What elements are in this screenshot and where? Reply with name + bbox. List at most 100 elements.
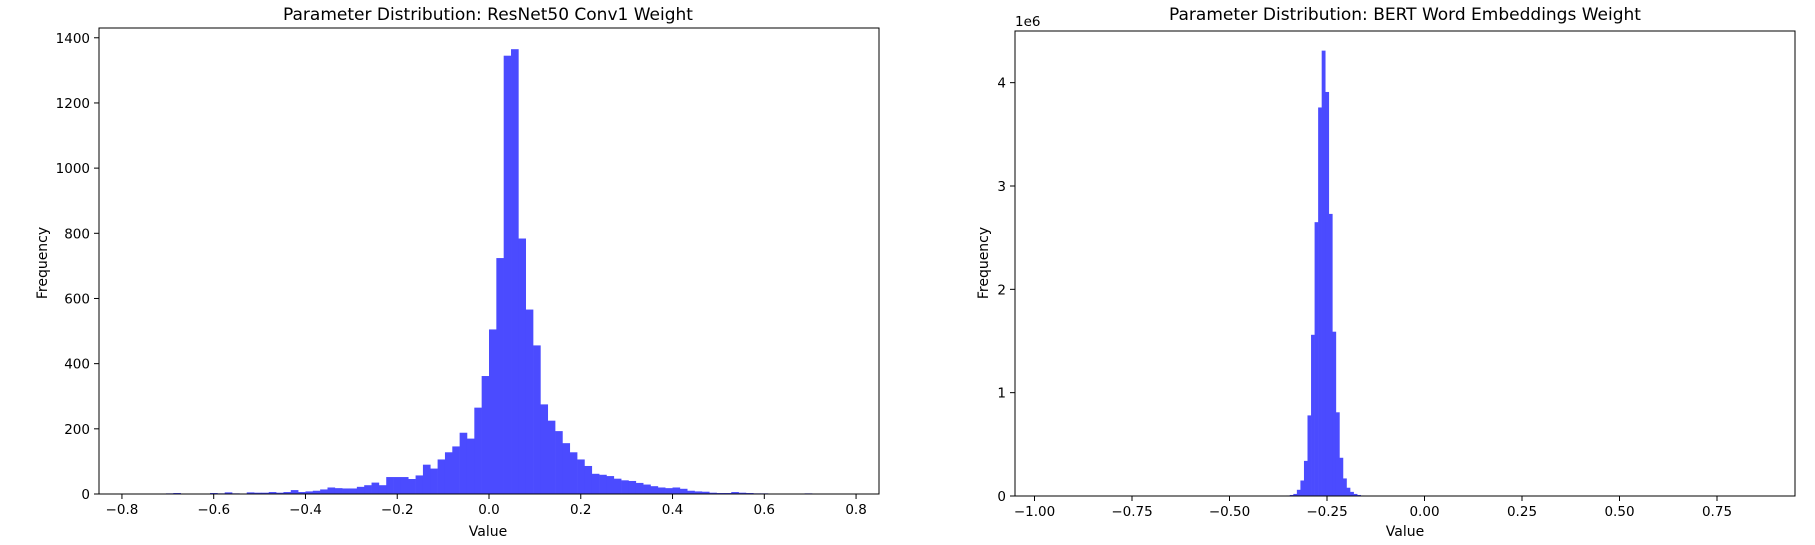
histogram-bar bbox=[466, 438, 475, 494]
histogram-bar bbox=[569, 452, 578, 494]
histogram-bar bbox=[422, 464, 431, 494]
histogram-bar bbox=[378, 485, 387, 494]
histogram-bar bbox=[246, 492, 255, 494]
histogram-bar bbox=[606, 476, 615, 494]
x-tick-label: 0.4 bbox=[662, 502, 683, 518]
histogram-bar bbox=[430, 468, 438, 494]
x-tick-label: −1.00 bbox=[1014, 504, 1055, 520]
histogram-bar bbox=[1318, 107, 1322, 496]
y-tick-label: 3 bbox=[997, 179, 1006, 195]
histogram-bar bbox=[540, 404, 549, 494]
histogram-bar bbox=[1350, 491, 1354, 496]
histogram-bar bbox=[1289, 494, 1294, 496]
histogram-bar bbox=[1296, 489, 1301, 496]
histogram-bar bbox=[628, 480, 637, 494]
chart-resnet50-conv1: Parameter Distribution: ResNet50 Conv1 W… bbox=[35, 5, 880, 540]
histogram-bar bbox=[672, 487, 681, 494]
x-tick-label: −0.4 bbox=[289, 502, 322, 518]
histogram-bar bbox=[283, 492, 292, 494]
histogram-bar bbox=[415, 475, 424, 494]
histogram-bar bbox=[731, 492, 739, 494]
y-axis-label: Frequency bbox=[976, 227, 992, 299]
y-ticks: 0 200 400 600 800 1000 1200 1400 bbox=[56, 31, 99, 503]
histogram-bar bbox=[738, 492, 747, 494]
histogram-bar bbox=[1321, 50, 1326, 497]
histogram-bar bbox=[657, 487, 666, 494]
histogram-bar bbox=[1339, 457, 1344, 496]
histogram-bar bbox=[584, 465, 593, 494]
y-tick-label: 1000 bbox=[56, 161, 90, 177]
histogram-bar bbox=[1335, 412, 1340, 496]
plot-frame bbox=[1014, 30, 1796, 497]
x-tick-label: 0.0 bbox=[478, 502, 499, 518]
histogram-bar bbox=[665, 488, 673, 494]
x-tick-label: 0.75 bbox=[1702, 504, 1732, 520]
y-tick-label: 600 bbox=[64, 291, 90, 307]
histogram-bar bbox=[371, 482, 380, 494]
x-tick-label: −0.25 bbox=[1306, 504, 1347, 520]
y-tick-label: 0 bbox=[81, 487, 90, 503]
histogram-bar bbox=[356, 486, 365, 494]
y-ticks: 0 1 2 3 4 bbox=[997, 76, 1015, 505]
histogram-bar bbox=[1346, 487, 1351, 496]
histogram-bars bbox=[165, 49, 835, 494]
histogram-bar bbox=[650, 486, 659, 494]
histogram-bar bbox=[481, 376, 490, 494]
histogram-bar bbox=[1325, 91, 1330, 496]
histogram-bar bbox=[290, 490, 299, 494]
y-tick-label: 800 bbox=[64, 226, 90, 242]
x-axis-label: Value bbox=[1386, 524, 1424, 540]
y-tick-label: 1400 bbox=[56, 31, 90, 47]
x-tick-label: −0.2 bbox=[381, 502, 414, 518]
histogram-bar bbox=[393, 477, 402, 494]
histogram-bar bbox=[1332, 331, 1337, 496]
histogram-bar bbox=[621, 480, 629, 494]
histogram-bar bbox=[408, 479, 416, 494]
histogram-bar bbox=[562, 443, 571, 494]
x-ticks: −1.00 −0.75 −0.50 −0.25 0.00 0.25 0.50 0.75 bbox=[1014, 496, 1732, 520]
y-tick-label: 2 bbox=[997, 282, 1006, 298]
histogram-bar bbox=[444, 452, 453, 494]
y-offset-label: 1e6 bbox=[1015, 14, 1040, 30]
histogram-bar bbox=[701, 491, 710, 494]
histogram-bar bbox=[1311, 334, 1315, 496]
histogram-bar bbox=[679, 488, 688, 494]
histogram-bar bbox=[503, 55, 512, 494]
histogram-bar bbox=[349, 488, 358, 494]
x-axis-label: Value bbox=[469, 524, 507, 540]
y-tick-label: 1 bbox=[997, 386, 1006, 402]
histogram-bar bbox=[224, 492, 233, 494]
x-ticks: −0.8 −0.6 −0.4 −0.2 0.0 0.2 0.4 0.6 0.8 bbox=[106, 494, 867, 518]
histogram-bar bbox=[555, 431, 563, 494]
histogram-bar bbox=[1293, 493, 1298, 496]
histogram-bar bbox=[364, 485, 372, 494]
histogram-bar bbox=[334, 488, 343, 494]
chart-title: Parameter Distribution: ResNet50 Conv1 W… bbox=[283, 5, 693, 25]
y-tick-label: 200 bbox=[64, 422, 90, 438]
y-tick-label: 0 bbox=[997, 489, 1006, 505]
histogram-bar bbox=[547, 420, 556, 494]
histogram-bar bbox=[1342, 478, 1347, 496]
histogram-bar bbox=[511, 49, 519, 494]
histogram-bar bbox=[400, 477, 409, 494]
histogram-bar bbox=[1328, 213, 1333, 496]
chart-bert-word-embeddings: Parameter Distribution: BERT Word Embedd… bbox=[976, 5, 1796, 540]
histogram-bar bbox=[1353, 493, 1358, 496]
histogram-bar bbox=[518, 238, 527, 494]
histogram-bar bbox=[687, 490, 695, 494]
histogram-bar bbox=[1300, 480, 1305, 496]
histogram-bar bbox=[298, 492, 306, 494]
histogram-bar bbox=[525, 309, 534, 494]
histogram-bar bbox=[1303, 460, 1308, 496]
histogram-bar bbox=[276, 492, 284, 494]
histogram-bar bbox=[459, 432, 468, 494]
x-tick-label: 0.50 bbox=[1604, 504, 1634, 520]
histogram-bar bbox=[577, 459, 585, 494]
x-tick-label: 0.2 bbox=[570, 502, 591, 518]
x-tick-label: 0.8 bbox=[845, 502, 866, 518]
histogram-bar bbox=[591, 473, 600, 494]
histogram-bar bbox=[496, 258, 504, 494]
histogram-bars bbox=[1286, 50, 1365, 497]
